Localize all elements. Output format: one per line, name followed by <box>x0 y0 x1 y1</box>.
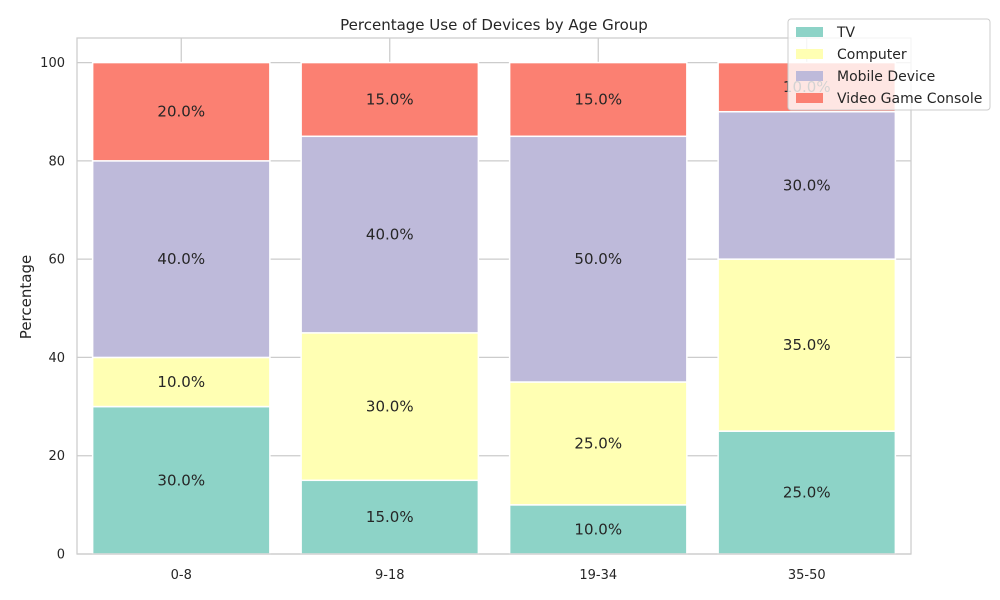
bar-segment <box>300 479 480 555</box>
data-label: 30.0% <box>366 398 414 416</box>
plot-frame <box>76 37 912 555</box>
chart-title: Percentage Use of Devices by Age Group <box>340 16 648 34</box>
legend-swatch <box>796 27 823 37</box>
data-label: 30.0% <box>157 471 205 489</box>
legend: TV Computer Mobile Device Video Game Consol… <box>787 18 991 111</box>
bar-segment <box>91 405 271 555</box>
y-tick-label: 40 <box>48 351 65 366</box>
y-tick-label: 60 <box>48 253 65 268</box>
y-tick-label: 0 <box>57 548 65 563</box>
bar-segment <box>508 381 688 506</box>
data-label: 25.0% <box>783 484 831 502</box>
bars <box>91 61 897 555</box>
bar-segment <box>300 61 480 138</box>
bar-segment <box>508 61 688 138</box>
y-tick-label: 80 <box>48 154 65 169</box>
x-tick-label: 0-8 <box>171 568 192 583</box>
y-axis-label: Percentage <box>17 255 35 339</box>
data-label: 15.0% <box>574 90 622 108</box>
y-tick-label: 100 <box>40 56 65 71</box>
data-label: 50.0% <box>574 250 622 268</box>
data-label: 10.0% <box>157 373 205 391</box>
x-tick-labels: 0-8 9-18 19-34 35-50 <box>171 568 826 583</box>
data-labels: 30.0% 10.0% 40.0% 20.0% 15.0% 30.0% 40.0% 15.0%… <box>157 78 830 538</box>
bar-segment <box>91 61 271 162</box>
bar-segment <box>717 110 897 260</box>
data-label: 20.0% <box>157 103 205 121</box>
data-label: 30.0% <box>783 176 831 194</box>
bar-segment <box>508 504 688 555</box>
y-tick-label: 20 <box>48 449 65 464</box>
bar-segment <box>717 258 897 432</box>
legend-swatch <box>796 71 823 81</box>
data-label: 15.0% <box>366 90 414 108</box>
legend-label: Video Game Console <box>837 91 982 107</box>
bar-segment <box>91 356 271 408</box>
legend-label: Mobile Device <box>837 69 935 85</box>
data-label: 40.0% <box>366 226 414 244</box>
data-label: 40.0% <box>157 250 205 268</box>
legend-swatch <box>796 49 823 59</box>
legend-label: TV <box>836 25 856 41</box>
x-tick-label: 35-50 <box>788 568 826 583</box>
bar-segment <box>300 135 480 334</box>
bar-segment <box>300 332 480 482</box>
data-label: 10.0% <box>574 520 622 538</box>
data-label: 15.0% <box>366 508 414 526</box>
legend-swatch <box>796 93 823 103</box>
x-tick-label: 19-34 <box>579 568 617 583</box>
y-tick-labels: 0 20 40 60 80 100 <box>40 56 65 562</box>
data-label: 35.0% <box>783 336 831 354</box>
data-label: 25.0% <box>574 434 622 452</box>
legend-box <box>787 18 991 111</box>
bar-segment <box>91 160 271 359</box>
legend-label: Computer <box>837 47 907 63</box>
bar-segment <box>717 430 897 555</box>
x-tick-label: 9-18 <box>375 568 405 583</box>
